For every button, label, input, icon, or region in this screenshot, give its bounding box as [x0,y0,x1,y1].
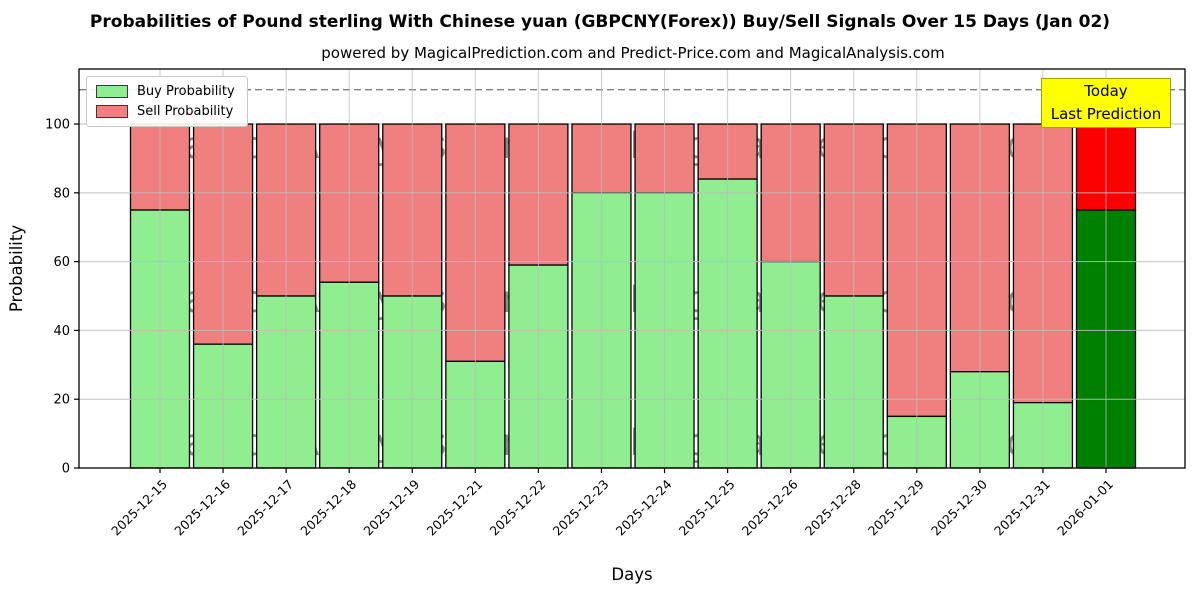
x-tick-label: 2025-12-24 [613,476,675,538]
x-tick-label: 2025-12-15 [108,477,170,539]
x-tick-label: 2025-12-26 [739,476,801,538]
x-tick-label: 2025-12-28 [802,476,864,538]
today-last-prediction-annotation: Today Last Prediction [1041,78,1171,128]
chart-legend: Buy Probability Sell Probability [86,76,248,127]
x-axis-label: Days [611,565,652,584]
x-tick-label: 2025-12-21 [423,477,485,539]
annotation-line-last-prediction: Last Prediction [1050,105,1162,123]
legend-item-sell: Sell Probability [96,104,235,119]
x-tick-label: 2025-12-22 [487,477,549,539]
x-tick-label: 2025-12-18 [297,476,359,538]
x-tick-label: 2025-12-29 [865,476,927,538]
legend-label-buy: Buy Probability [137,84,235,99]
chart-subtitle: powered by MagicalPrediction.com and Pre… [321,44,945,62]
y-tick-label: 60 [53,255,70,270]
x-tick-label: 2025-12-25 [676,477,738,539]
x-tick-label: 2025-12-31 [991,477,1053,539]
y-tick-label: 20 [53,393,70,408]
annotation-line-today: Today [1084,82,1128,100]
legend-item-buy: Buy Probability [96,84,235,99]
y-tick-label: 100 [45,118,70,133]
x-tick-label: 2025-12-19 [360,476,422,538]
x-tick-label: 2025-12-17 [234,477,296,539]
chart-title: Probabilities of Pound sterling With Chi… [89,12,1111,32]
sell-probability-swatch [96,105,128,118]
y-tick-label: 0 [62,462,70,477]
legend-label-sell: Sell Probability [137,104,234,119]
y-axis-label: Probability [7,225,26,312]
x-tick-label: 2025-12-23 [550,477,612,539]
x-tick-label: 2026-01-01 [1054,477,1116,539]
y-tick-label: 40 [53,324,70,339]
plot-border [78,68,1186,469]
x-tick-label: 2025-12-16 [171,476,233,538]
x-tick-label: 2025-12-30 [928,476,990,538]
y-tick-label: 80 [53,186,70,201]
buy-probability-swatch [96,85,128,98]
